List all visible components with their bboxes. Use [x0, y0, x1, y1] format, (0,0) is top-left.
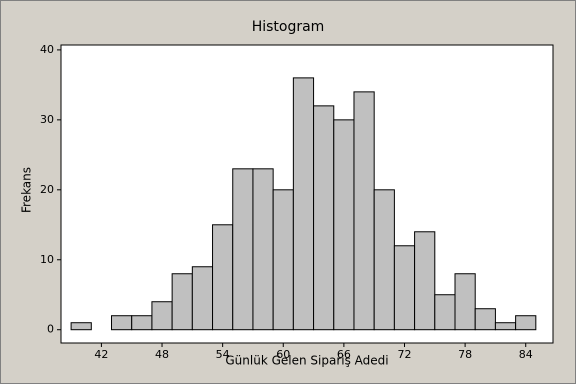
- bar: [515, 315, 537, 331]
- bar: [292, 77, 315, 331]
- bar: [272, 189, 294, 331]
- bar: [252, 168, 274, 331]
- y-tick-label: 40: [40, 43, 54, 56]
- bar: [373, 189, 395, 331]
- x-tick-label: 48: [155, 348, 169, 361]
- x-tick-label: 84: [519, 348, 533, 361]
- bar: [393, 245, 416, 331]
- bar: [111, 315, 133, 331]
- bar: [434, 294, 456, 331]
- bar: [171, 273, 193, 331]
- x-tick-label: 78: [458, 348, 472, 361]
- bar: [131, 315, 153, 331]
- chart-title: Histogram: [252, 19, 325, 35]
- bar: [414, 231, 436, 331]
- x-axis-label: Günlük Gelen Sipariş Adedi: [225, 354, 388, 368]
- bar: [212, 224, 234, 331]
- bar: [191, 266, 214, 331]
- x-tick-label: 54: [216, 348, 230, 361]
- x-tick-label: 72: [397, 348, 411, 361]
- x-tick-label: 42: [94, 348, 108, 361]
- y-tick-label: 0: [47, 323, 54, 336]
- bar: [151, 301, 173, 331]
- bar: [494, 322, 517, 331]
- x-tick-label: 60: [276, 348, 290, 361]
- y-tick-label: 10: [40, 253, 54, 266]
- bar: [333, 119, 355, 331]
- y-tick-label: 30: [40, 113, 54, 126]
- bar: [232, 168, 254, 331]
- x-tick-label: 66: [337, 348, 351, 361]
- y-axis-label: Frekans: [20, 167, 34, 213]
- bar: [353, 91, 375, 331]
- bar: [454, 273, 476, 331]
- bar: [474, 308, 496, 331]
- bar: [70, 322, 92, 331]
- bar: [313, 105, 335, 331]
- y-tick-label: 20: [40, 183, 54, 196]
